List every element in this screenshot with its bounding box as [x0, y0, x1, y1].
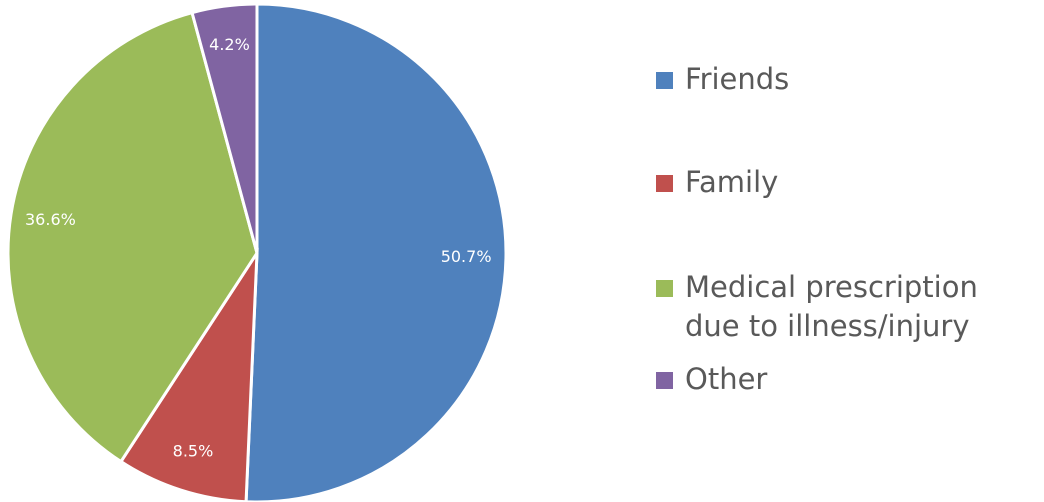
legend-label: Other: [685, 362, 768, 396]
legend-swatch: [656, 280, 673, 297]
legend-item: Medical prescription due to illness/inju…: [656, 268, 1035, 346]
legend-label: Family: [685, 165, 779, 199]
data-label: 50.7%: [441, 247, 492, 266]
legend-label: Medical prescription due to illness/inju…: [685, 270, 978, 343]
legend-item: Friends: [656, 60, 1035, 99]
pie-slice: [118, 247, 259, 502]
legend-item: Family: [656, 163, 1035, 202]
legend-item: Other: [656, 360, 1035, 399]
data-label: 36.6%: [25, 210, 76, 229]
legend-swatch: [656, 372, 673, 389]
legend-label: Friends: [685, 62, 790, 96]
data-label: 4.2%: [209, 35, 250, 54]
data-label: 8.5%: [173, 442, 214, 461]
legend-swatch: [656, 175, 673, 192]
legend-swatch: [656, 72, 673, 89]
pie-slice: [244, 2, 508, 502]
pie-slice: [6, 10, 259, 464]
pie-slice: [190, 2, 259, 254]
